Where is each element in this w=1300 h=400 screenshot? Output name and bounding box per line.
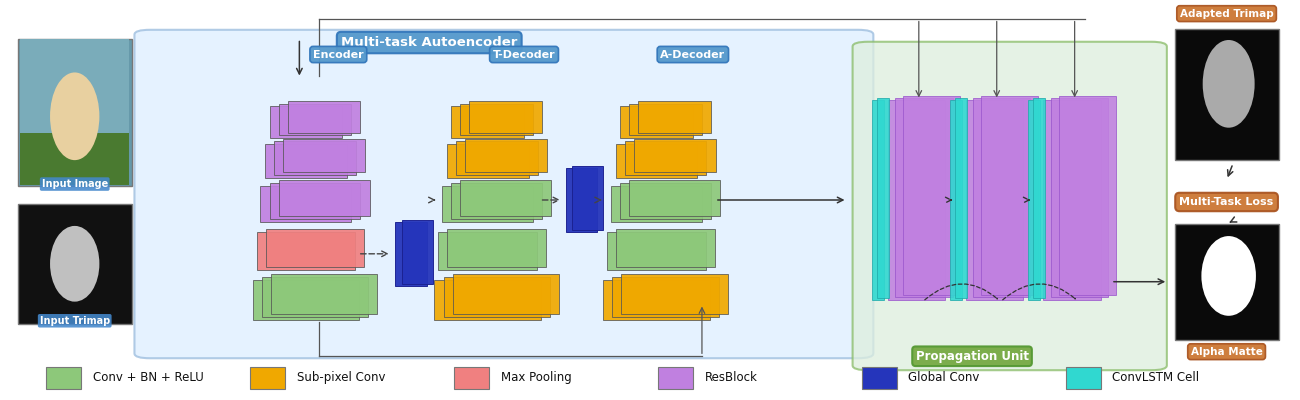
FancyBboxPatch shape xyxy=(442,186,533,222)
FancyBboxPatch shape xyxy=(454,367,489,388)
Text: Multi-task Autoencoder: Multi-task Autoencoder xyxy=(341,36,517,49)
FancyBboxPatch shape xyxy=(269,183,360,219)
Text: Sub-pixel Conv: Sub-pixel Conv xyxy=(296,371,385,384)
FancyBboxPatch shape xyxy=(260,186,351,222)
FancyBboxPatch shape xyxy=(956,98,967,298)
FancyBboxPatch shape xyxy=(265,229,364,267)
FancyArrowPatch shape xyxy=(1002,284,1075,300)
Text: Propagation Unit: Propagation Unit xyxy=(915,350,1028,363)
FancyBboxPatch shape xyxy=(853,42,1167,370)
FancyBboxPatch shape xyxy=(456,142,538,175)
Text: Input Image: Input Image xyxy=(42,179,108,189)
FancyBboxPatch shape xyxy=(966,100,1023,300)
FancyBboxPatch shape xyxy=(451,106,524,138)
FancyBboxPatch shape xyxy=(18,38,131,186)
FancyBboxPatch shape xyxy=(862,367,897,388)
FancyBboxPatch shape xyxy=(638,101,711,133)
FancyBboxPatch shape xyxy=(274,142,356,175)
FancyBboxPatch shape xyxy=(616,229,715,267)
FancyBboxPatch shape xyxy=(872,100,884,300)
FancyBboxPatch shape xyxy=(395,222,426,286)
FancyBboxPatch shape xyxy=(287,101,360,133)
FancyBboxPatch shape xyxy=(625,142,706,175)
FancyBboxPatch shape xyxy=(265,144,347,178)
FancyBboxPatch shape xyxy=(134,30,874,358)
FancyBboxPatch shape xyxy=(460,104,533,136)
Text: Input Trimap: Input Trimap xyxy=(39,316,109,326)
FancyBboxPatch shape xyxy=(438,232,537,270)
FancyBboxPatch shape xyxy=(460,180,551,216)
FancyBboxPatch shape xyxy=(21,39,129,133)
FancyBboxPatch shape xyxy=(878,98,889,298)
FancyBboxPatch shape xyxy=(896,98,953,297)
FancyBboxPatch shape xyxy=(620,106,693,138)
FancyBboxPatch shape xyxy=(261,277,368,317)
FancyBboxPatch shape xyxy=(974,98,1031,297)
Ellipse shape xyxy=(49,226,99,302)
Text: Conv + BN + ReLU: Conv + BN + ReLU xyxy=(92,371,204,384)
FancyBboxPatch shape xyxy=(612,277,719,317)
FancyBboxPatch shape xyxy=(620,183,711,219)
FancyBboxPatch shape xyxy=(278,180,369,216)
FancyBboxPatch shape xyxy=(1175,28,1278,160)
FancyBboxPatch shape xyxy=(658,367,693,388)
FancyBboxPatch shape xyxy=(451,183,542,219)
FancyBboxPatch shape xyxy=(1175,224,1278,340)
FancyBboxPatch shape xyxy=(903,96,961,295)
FancyBboxPatch shape xyxy=(629,180,720,216)
Text: T-Decoder: T-Decoder xyxy=(493,50,555,60)
FancyBboxPatch shape xyxy=(888,100,945,300)
FancyBboxPatch shape xyxy=(603,280,710,320)
FancyBboxPatch shape xyxy=(1044,100,1101,300)
FancyBboxPatch shape xyxy=(443,277,550,317)
Text: Max Pooling: Max Pooling xyxy=(500,371,572,384)
Text: Multi-Task Loss: Multi-Task Loss xyxy=(1179,197,1274,207)
Text: Adapted Trimap: Adapted Trimap xyxy=(1179,9,1274,19)
FancyBboxPatch shape xyxy=(252,280,359,320)
FancyBboxPatch shape xyxy=(256,232,355,270)
Text: Global Conv: Global Conv xyxy=(909,371,980,384)
FancyBboxPatch shape xyxy=(402,220,433,284)
Text: ResBlock: ResBlock xyxy=(705,371,758,384)
FancyBboxPatch shape xyxy=(611,186,702,222)
FancyBboxPatch shape xyxy=(447,229,546,267)
Ellipse shape xyxy=(1201,236,1256,316)
Text: Encoder: Encoder xyxy=(313,50,364,60)
FancyBboxPatch shape xyxy=(278,104,351,136)
FancyBboxPatch shape xyxy=(950,100,962,300)
Ellipse shape xyxy=(49,72,99,160)
Ellipse shape xyxy=(1202,40,1254,128)
FancyBboxPatch shape xyxy=(250,367,285,388)
FancyBboxPatch shape xyxy=(447,144,529,178)
FancyBboxPatch shape xyxy=(269,106,342,138)
FancyBboxPatch shape xyxy=(1066,367,1101,388)
FancyBboxPatch shape xyxy=(270,274,377,314)
FancyBboxPatch shape xyxy=(1060,96,1117,295)
FancyBboxPatch shape xyxy=(18,204,131,324)
FancyBboxPatch shape xyxy=(1052,98,1109,297)
FancyBboxPatch shape xyxy=(607,232,706,270)
FancyBboxPatch shape xyxy=(629,104,702,136)
Text: A-Decoder: A-Decoder xyxy=(660,50,725,60)
FancyBboxPatch shape xyxy=(469,101,542,133)
FancyBboxPatch shape xyxy=(982,96,1039,295)
FancyBboxPatch shape xyxy=(1028,100,1040,300)
Text: Alpha Matte: Alpha Matte xyxy=(1191,347,1262,357)
FancyBboxPatch shape xyxy=(616,144,697,178)
FancyBboxPatch shape xyxy=(572,166,603,230)
FancyArrowPatch shape xyxy=(924,284,997,300)
FancyBboxPatch shape xyxy=(283,139,365,172)
FancyBboxPatch shape xyxy=(434,280,541,320)
FancyBboxPatch shape xyxy=(21,133,129,185)
FancyBboxPatch shape xyxy=(566,168,597,232)
FancyBboxPatch shape xyxy=(1034,98,1045,298)
FancyBboxPatch shape xyxy=(634,139,715,172)
FancyBboxPatch shape xyxy=(621,274,728,314)
FancyBboxPatch shape xyxy=(46,367,81,388)
FancyBboxPatch shape xyxy=(452,274,559,314)
Text: ConvLSTM Cell: ConvLSTM Cell xyxy=(1113,371,1200,384)
FancyBboxPatch shape xyxy=(465,139,547,172)
